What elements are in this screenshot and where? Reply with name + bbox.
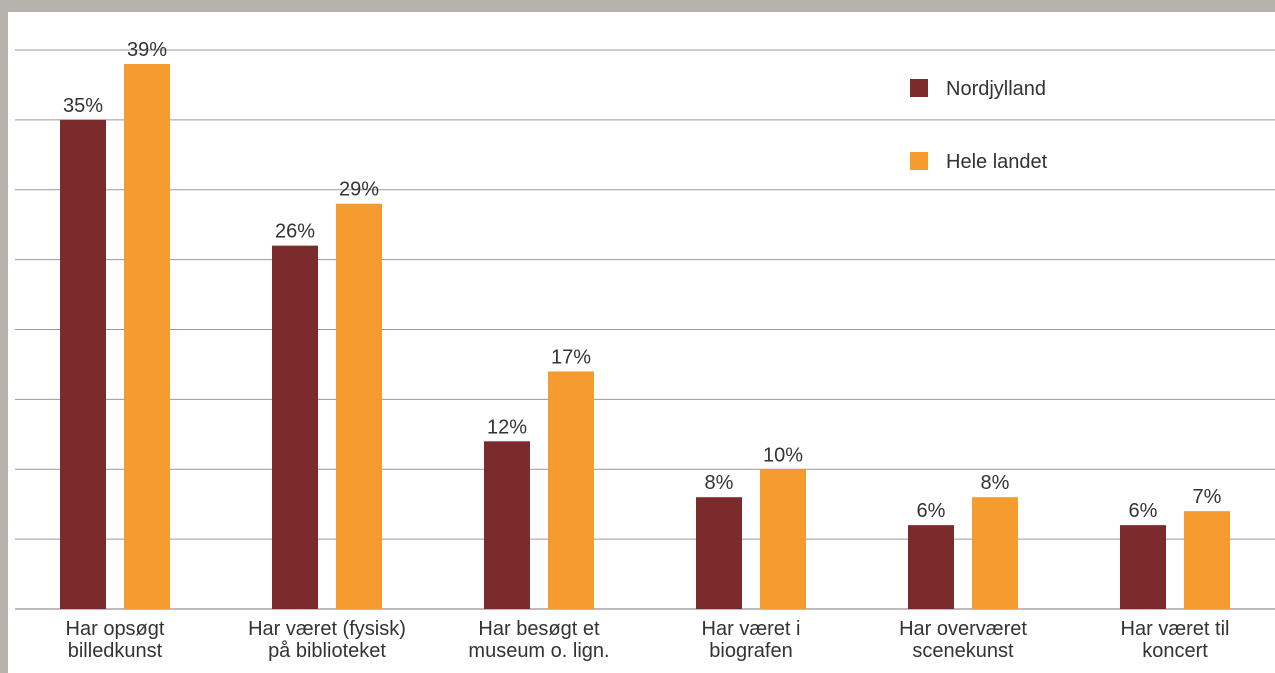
bar-nordjylland-4	[908, 525, 954, 609]
bar-nordjylland-1	[272, 245, 318, 609]
bar-hele-landet-4	[972, 497, 1018, 609]
legend-label: Hele landet	[946, 151, 1048, 173]
bar-hele-landet-0	[124, 63, 170, 610]
bar-chart: 35% 39% 26% 29% 12% 17% 8% 10% 6% 8% 6% 7% Har opsø…	[15, 39, 1275, 662]
value-label: 6%	[917, 500, 946, 522]
bar-nordjylland-5	[1120, 525, 1166, 609]
x-tick-label: Har besøgt et	[478, 618, 600, 640]
value-label: 8%	[981, 472, 1010, 494]
value-label: 35%	[63, 95, 103, 117]
bars	[60, 63, 1230, 610]
legend-swatch-hele-landet	[910, 152, 928, 170]
chart-panel: 35% 39% 26% 29% 12% 17% 8% 10% 6% 8% 6% 7% Har opsø…	[8, 12, 1275, 673]
bar-hele-landet-5	[1184, 511, 1230, 609]
value-label: 29%	[339, 179, 379, 201]
bar-nordjylland-2	[484, 441, 530, 609]
x-tick-label: Har opsøgt	[66, 618, 165, 640]
x-tick-label: Har været til	[1121, 618, 1230, 640]
bar-hele-landet-1	[336, 203, 382, 609]
gridlines	[15, 49, 1275, 610]
value-label: 26%	[275, 221, 315, 243]
bar-hele-landet-3	[760, 469, 806, 609]
x-tick-label: Har været i	[702, 618, 801, 640]
legend-swatch-nordjylland	[910, 79, 928, 97]
value-label: 17%	[551, 346, 591, 368]
x-tick-label: koncert	[1142, 640, 1208, 662]
x-tick-label: Har overværet	[899, 618, 1027, 640]
x-tick-label: museum o. lign.	[468, 640, 609, 662]
value-label: 10%	[763, 444, 803, 466]
x-tick-label: scenekunst	[912, 640, 1014, 662]
bar-nordjylland-0	[60, 119, 106, 609]
x-tick-label: på biblioteket	[268, 640, 386, 662]
value-label: 6%	[1129, 500, 1158, 522]
value-label: 39%	[127, 39, 167, 61]
value-label: 7%	[1193, 486, 1222, 508]
value-labels: 35% 39% 26% 29% 12% 17% 8% 10% 6% 8% 6% 7%	[63, 39, 1222, 522]
legend: Nordjylland Hele landet	[910, 78, 1048, 173]
bar-hele-landet-2	[548, 371, 594, 609]
value-label: 12%	[487, 416, 527, 438]
x-tick-label: billedkunst	[68, 640, 163, 662]
x-tick-label: Har været (fysisk)	[248, 618, 406, 640]
legend-label: Nordjylland	[946, 78, 1046, 100]
value-label: 8%	[705, 472, 734, 494]
bar-nordjylland-3	[696, 497, 742, 609]
x-tick-label: biografen	[709, 640, 792, 662]
